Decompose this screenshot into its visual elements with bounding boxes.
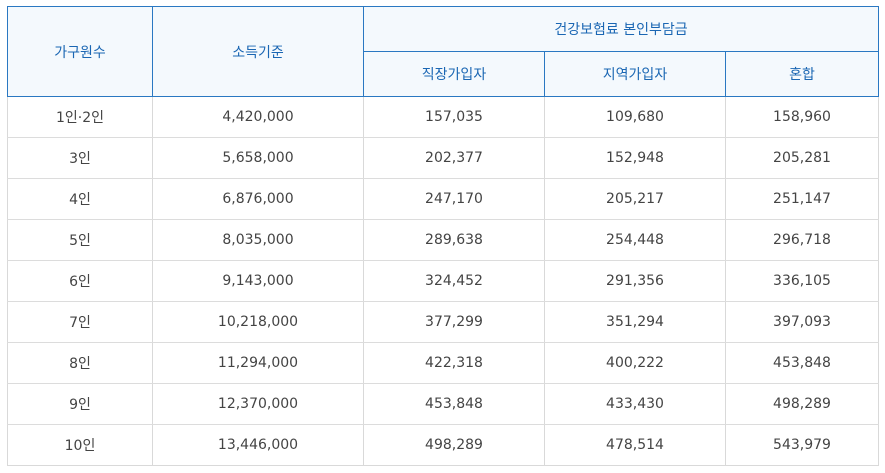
cell-income: 11,294,000 [152,342,364,384]
cell-income: 6,876,000 [152,178,364,220]
cell-income: 13,446,000 [152,424,364,466]
table-row: 10인 13,446,000 498,289 478,514 543,979 [7,424,879,466]
cell-regional: 433,430 [544,383,726,425]
cell-household: 6인 [7,260,153,302]
cell-mixed: 158,960 [725,96,879,138]
cell-household: 8인 [7,342,153,384]
cell-income: 5,658,000 [152,137,364,179]
header-mixed: 혼합 [725,51,879,97]
cell-household: 3인 [7,137,153,179]
cell-employee: 247,170 [363,178,545,220]
cell-mixed: 543,979 [725,424,879,466]
cell-employee: 202,377 [363,137,545,179]
header-employee: 직장가입자 [363,51,545,97]
cell-employee: 324,452 [363,260,545,302]
cell-mixed: 453,848 [725,342,879,384]
cell-household: 5인 [7,219,153,261]
cell-income: 9,143,000 [152,260,364,302]
cell-employee: 453,848 [363,383,545,425]
cell-income: 12,370,000 [152,383,364,425]
table-row: 8인 11,294,000 422,318 400,222 453,848 [7,342,879,384]
cell-regional: 109,680 [544,96,726,138]
table-row: 6인 9,143,000 324,452 291,356 336,105 [7,260,879,302]
cell-mixed: 205,281 [725,137,879,179]
table-row: 7인 10,218,000 377,299 351,294 397,093 [7,301,879,343]
cell-income: 4,420,000 [152,96,364,138]
table-row: 4인 6,876,000 247,170 205,217 251,147 [7,178,879,220]
cell-mixed: 251,147 [725,178,879,220]
cell-mixed: 336,105 [725,260,879,302]
cell-household: 10인 [7,424,153,466]
cell-mixed: 296,718 [725,219,879,261]
header-household: 가구원수 [7,6,153,97]
cell-regional: 291,356 [544,260,726,302]
cell-regional: 152,948 [544,137,726,179]
cell-regional: 254,448 [544,219,726,261]
cell-employee: 498,289 [363,424,545,466]
cell-employee: 377,299 [363,301,545,343]
cell-household: 7인 [7,301,153,343]
table-body: 1인·2인 4,420,000 157,035 109,680 158,960 3인 5,6… [7,96,879,466]
cell-regional: 400,222 [544,342,726,384]
cell-income: 10,218,000 [152,301,364,343]
table-header: 가구원수 소득기준 건강보험료 본인부담금 직장가입자 지역가입자 혼합 [7,6,879,97]
table-row: 3인 5,658,000 202,377 152,948 205,281 [7,137,879,179]
cell-household: 1인·2인 [7,96,153,138]
cell-regional: 351,294 [544,301,726,343]
table-row: 1인·2인 4,420,000 157,035 109,680 158,960 [7,96,879,138]
cell-household: 9인 [7,383,153,425]
cell-household: 4인 [7,178,153,220]
cell-regional: 205,217 [544,178,726,220]
cell-employee: 422,318 [363,342,545,384]
cell-income: 8,035,000 [152,219,364,261]
table-row: 9인 12,370,000 453,848 433,430 498,289 [7,383,879,425]
table-row: 5인 8,035,000 289,638 254,448 296,718 [7,219,879,261]
header-regional: 지역가입자 [544,51,726,97]
header-premium-group: 건강보험료 본인부담금 [363,6,879,52]
cell-mixed: 498,289 [725,383,879,425]
cell-regional: 478,514 [544,424,726,466]
cell-employee: 289,638 [363,219,545,261]
premium-table-container: 가구원수 소득기준 건강보험료 본인부담금 직장가입자 지역가입자 혼합 1인·… [7,6,879,466]
header-income: 소득기준 [152,6,364,97]
cell-employee: 157,035 [363,96,545,138]
premium-table: 가구원수 소득기준 건강보험료 본인부담금 직장가입자 지역가입자 혼합 1인·… [7,6,879,466]
cell-mixed: 397,093 [725,301,879,343]
